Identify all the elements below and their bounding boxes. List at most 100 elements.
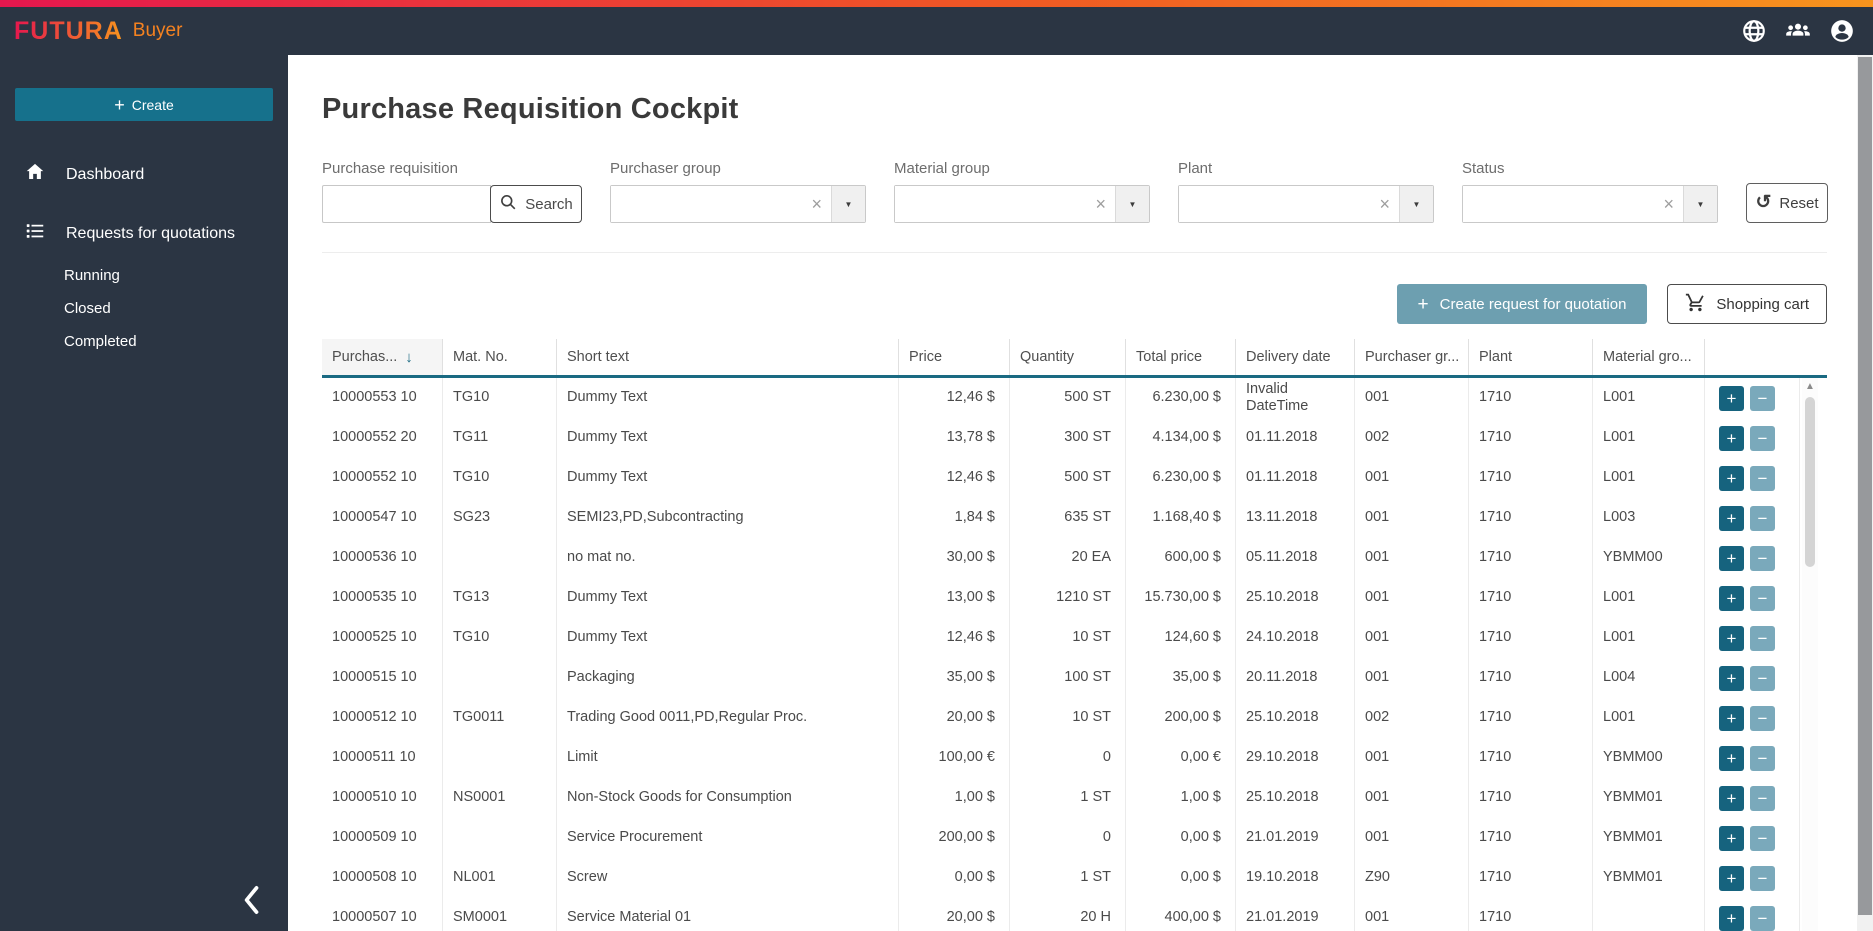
cell-material-number <box>443 538 557 578</box>
column-header[interactable]: Total price <box>1126 339 1236 375</box>
create-request-for-quotation-button[interactable]: + Create request for quotation <box>1396 284 1648 324</box>
remove-from-cart-button[interactable]: − <box>1750 465 1775 491</box>
column-header[interactable]: Mat. No. <box>443 339 557 375</box>
scroll-up-icon[interactable]: ▲ <box>1805 381 1815 392</box>
cell-material-group <box>1593 898 1705 931</box>
column-header[interactable]: Purchaser gr... <box>1355 339 1469 375</box>
page-scrollbar[interactable] <box>1857 55 1873 931</box>
remove-from-cart-button[interactable]: − <box>1750 625 1775 651</box>
remove-from-cart-button[interactable]: − <box>1750 785 1775 811</box>
remove-from-cart-button[interactable]: − <box>1750 665 1775 691</box>
combo-box[interactable]: × ▼ <box>1462 185 1718 223</box>
column-header[interactable]: Quantity <box>1010 339 1126 375</box>
dropdown-button[interactable]: ▼ <box>1683 186 1717 222</box>
globe-icon[interactable] <box>1741 18 1767 44</box>
clear-icon[interactable]: × <box>1663 194 1674 214</box>
table-scrollbar[interactable]: ▲ <box>1802 378 1818 931</box>
table-scrollbar-thumb[interactable] <box>1805 397 1815 567</box>
purchase-requisition-input[interactable] <box>322 185 491 223</box>
clear-icon[interactable]: × <box>811 194 822 214</box>
column-header[interactable]: Purchas... ↓ <box>322 339 443 375</box>
shopping-cart-button[interactable]: Shopping cart <box>1667 284 1827 324</box>
remove-from-cart-button[interactable]: − <box>1750 865 1775 891</box>
cell-short-text: Dummy Text <box>557 418 899 458</box>
column-label: Price <box>909 349 943 365</box>
add-to-cart-button[interactable]: + <box>1719 545 1744 571</box>
column-header[interactable]: Delivery date <box>1236 339 1355 375</box>
column-label: Delivery date <box>1246 349 1331 365</box>
table-actions: + Create request for quotation Shopping … <box>322 284 1827 324</box>
dropdown-button[interactable]: ▼ <box>1399 186 1433 222</box>
create-rfq-label: Create request for quotation <box>1439 295 1627 313</box>
cell-material-group: L004 <box>1593 658 1705 698</box>
remove-from-cart-button[interactable]: − <box>1750 585 1775 611</box>
search-button[interactable]: Search <box>490 185 582 223</box>
remove-from-cart-button[interactable]: − <box>1750 505 1775 531</box>
sidebar-item-closed[interactable]: Closed <box>64 300 111 317</box>
column-header[interactable]: Plant <box>1469 339 1593 375</box>
remove-from-cart-button[interactable]: − <box>1750 425 1775 451</box>
combo-box[interactable]: × ▼ <box>894 185 1150 223</box>
page-scrollbar-thumb[interactable] <box>1858 57 1872 915</box>
create-button[interactable]: + Create <box>15 88 273 121</box>
cell-purchase: 10000508 10 <box>322 858 443 898</box>
sidebar-item-requests-for-quotations[interactable]: Requests for quotations <box>0 210 288 257</box>
add-to-cart-button[interactable]: + <box>1719 665 1744 691</box>
add-to-cart-button[interactable]: + <box>1719 865 1744 891</box>
filter-label: Plant <box>1178 160 1213 177</box>
sidebar-subitems: Running Closed Completed <box>0 259 288 358</box>
clear-icon[interactable]: × <box>1379 194 1390 214</box>
reset-icon: ↺ <box>1755 191 1772 213</box>
add-to-cart-button[interactable]: + <box>1719 505 1744 531</box>
combo-box[interactable]: × ▼ <box>1178 185 1434 223</box>
add-to-cart-button[interactable]: + <box>1719 625 1744 651</box>
combo-text-input[interactable] <box>1463 186 1655 222</box>
add-to-cart-button[interactable]: + <box>1719 385 1744 411</box>
collapse-sidebar-chevron-left-icon[interactable] <box>240 884 262 921</box>
add-to-cart-button[interactable]: + <box>1719 825 1744 851</box>
cell-plant: 1710 <box>1469 858 1593 898</box>
combo-text-input[interactable] <box>611 186 803 222</box>
sidebar-item-completed[interactable]: Completed <box>64 333 137 350</box>
cell-short-text: Dummy Text <box>557 618 899 658</box>
combo-box[interactable]: × ▼ <box>610 185 866 223</box>
cell-delivery-date: 21.01.2019 <box>1236 898 1355 931</box>
column-header[interactable]: Material gro... <box>1593 339 1705 375</box>
add-to-cart-button[interactable]: + <box>1719 905 1744 931</box>
add-to-cart-button[interactable]: + <box>1719 745 1744 771</box>
add-to-cart-button[interactable]: + <box>1719 785 1744 811</box>
cell-purchase: 10000552 20 <box>322 418 443 458</box>
cell-plant: 1710 <box>1469 778 1593 818</box>
cell-short-text: Non-Stock Goods for Consumption <box>557 778 899 818</box>
remove-from-cart-button[interactable]: − <box>1750 745 1775 771</box>
remove-from-cart-button[interactable]: − <box>1750 825 1775 851</box>
combo-text-input[interactable] <box>1179 186 1371 222</box>
combo-text-input[interactable] <box>895 186 1087 222</box>
clear-icon[interactable]: × <box>1095 194 1106 214</box>
page-title: Purchase Requisition Cockpit <box>322 93 739 125</box>
sidebar-item-dashboard[interactable]: Dashboard <box>0 151 288 198</box>
add-to-cart-button[interactable]: + <box>1719 705 1744 731</box>
cell-purchaser-group: 001 <box>1355 818 1469 858</box>
dropdown-button[interactable]: ▼ <box>1115 186 1149 222</box>
account-icon[interactable] <box>1829 18 1855 44</box>
column-header[interactable]: Price <box>899 339 1010 375</box>
remove-from-cart-button[interactable]: − <box>1750 545 1775 571</box>
cell-quantity: 1 ST <box>1010 858 1126 898</box>
dropdown-button[interactable]: ▼ <box>831 186 865 222</box>
remove-from-cart-button[interactable]: − <box>1750 905 1775 931</box>
cell-quantity: 100 ST <box>1010 658 1126 698</box>
cell-delivery-date: 05.11.2018 <box>1236 538 1355 578</box>
reset-button[interactable]: ↺ Reset <box>1746 183 1828 223</box>
table-row: 10000512 10 TG0011 Trading Good 0011,PD,… <box>322 698 1827 738</box>
cell-plant: 1710 <box>1469 818 1593 858</box>
add-to-cart-button[interactable]: + <box>1719 465 1744 491</box>
users-icon[interactable] <box>1784 18 1812 44</box>
remove-from-cart-button[interactable]: − <box>1750 705 1775 731</box>
add-to-cart-button[interactable]: + <box>1719 585 1744 611</box>
cell-quantity: 500 ST <box>1010 458 1126 498</box>
remove-from-cart-button[interactable]: − <box>1750 385 1775 411</box>
sidebar-item-running[interactable]: Running <box>64 267 120 284</box>
add-to-cart-button[interactable]: + <box>1719 425 1744 451</box>
column-header[interactable]: Short text <box>557 339 899 375</box>
